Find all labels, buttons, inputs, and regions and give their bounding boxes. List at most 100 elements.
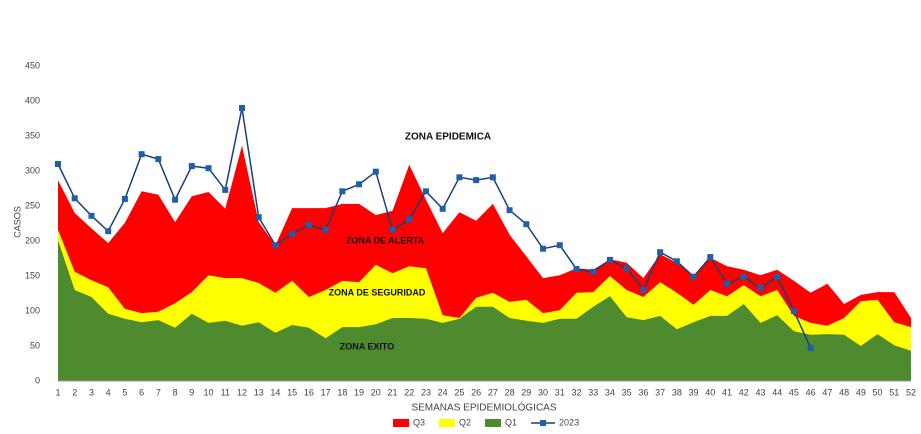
y-tick-label: 400 (25, 95, 40, 105)
y-tick-label: 0 (35, 375, 40, 385)
marker (673, 258, 680, 265)
marker (71, 195, 78, 202)
marker (724, 280, 731, 287)
annotation: ZONA DE ALERTA (346, 235, 425, 245)
legend-swatch (540, 420, 547, 426)
marker (422, 188, 429, 195)
x-tick-label: 23 (421, 387, 431, 397)
legend-label: Q3 (413, 417, 425, 427)
marker (88, 212, 95, 219)
x-tick-label: 41 (722, 387, 732, 397)
x-tick-label: 34 (605, 387, 615, 397)
marker (172, 196, 179, 203)
marker (657, 249, 664, 256)
marker (740, 273, 747, 280)
x-tick-label: 31 (555, 387, 565, 397)
x-tick-label: 35 (622, 387, 632, 397)
marker (238, 105, 245, 111)
x-tick-label: 7 (156, 387, 161, 397)
marker (339, 188, 346, 195)
x-tick-label: 32 (571, 387, 581, 397)
annotation: ZONA EPIDEMICA (405, 132, 491, 143)
marker (255, 214, 262, 221)
x-tick-label: 13 (254, 387, 264, 397)
x-tick-label: 3 (89, 387, 94, 397)
x-tick-label: 51 (889, 387, 899, 397)
x-tick-label: 1 (55, 387, 60, 397)
x-tick-label: 9 (189, 387, 194, 397)
marker (606, 256, 613, 263)
marker (573, 266, 580, 272)
line (57, 107, 812, 349)
marker (356, 181, 363, 188)
marker (690, 273, 697, 280)
marker (305, 221, 312, 228)
marker (372, 168, 379, 175)
marker (707, 254, 714, 261)
annotation: ZONA DE SEGURIDAD (329, 287, 426, 297)
y-axis-title: CASOS (12, 206, 22, 238)
marker (790, 308, 797, 314)
x-tick-label: 49 (856, 387, 866, 397)
x-tick-label: 11 (221, 387, 230, 397)
legend-swatch (485, 419, 502, 427)
marker (222, 186, 229, 193)
marker (523, 221, 530, 228)
x-tick-label: 45 (789, 387, 799, 397)
x-tick-label: 44 (772, 387, 782, 397)
marker (188, 163, 195, 170)
marker (489, 174, 496, 181)
y-tick-label: 300 (25, 165, 40, 175)
marker (506, 207, 513, 214)
marker (757, 284, 764, 291)
y-tick-label: 250 (25, 200, 40, 210)
marker (121, 196, 128, 202)
marker (540, 245, 547, 252)
marker (272, 242, 279, 249)
x-tick-label: 52 (906, 387, 916, 397)
x-axis-title: SEMANAS EPIDEMIOLÓGICAS (411, 401, 556, 414)
x-tick-label: 22 (404, 387, 414, 397)
y-tick-label: 150 (25, 270, 40, 280)
legend-label: Q2 (459, 417, 471, 427)
marker (473, 177, 480, 184)
marker (456, 174, 463, 181)
marker (55, 161, 61, 167)
marker (774, 273, 781, 280)
legend-swatch (439, 419, 456, 427)
x-tick-label: 47 (822, 387, 832, 397)
y-tick-label: 450 (25, 60, 40, 70)
x-tick-label: 10 (204, 387, 214, 397)
marker (640, 287, 647, 293)
x-tick-label: 19 (354, 387, 364, 397)
x-tick-label: 28 (505, 387, 515, 397)
x-tick-label: 12 (237, 387, 247, 397)
x-tick-label: 40 (705, 387, 715, 397)
y-tick-label: 350 (25, 130, 40, 140)
marker (389, 226, 396, 233)
y-tick-label: 100 (25, 305, 40, 315)
x-tick-label: 46 (806, 387, 816, 397)
y-tick-label: 200 (25, 235, 40, 245)
x-tick-label: 24 (438, 387, 448, 397)
x-tick-label: 20 (371, 387, 381, 397)
x-tick-label: 33 (588, 387, 598, 397)
x-tick-label: 14 (270, 387, 280, 397)
legend-swatch (393, 419, 409, 427)
x-tick-label: 4 (106, 387, 111, 397)
marker (322, 226, 329, 233)
annotation: ZONA EXITO (340, 341, 395, 351)
x-tick-label: 48 (839, 387, 849, 397)
x-tick-label: 50 (873, 387, 883, 397)
x-tick-label: 8 (173, 387, 178, 397)
area (58, 240, 911, 381)
marker (439, 205, 446, 212)
x-tick-label: 43 (755, 387, 765, 397)
x-tick-label: 25 (454, 387, 464, 397)
x-tick-label: 39 (689, 387, 699, 397)
x-tick-label: 18 (337, 387, 347, 397)
marker (289, 231, 296, 237)
x-tick-label: 6 (139, 387, 144, 397)
marker (205, 165, 212, 172)
